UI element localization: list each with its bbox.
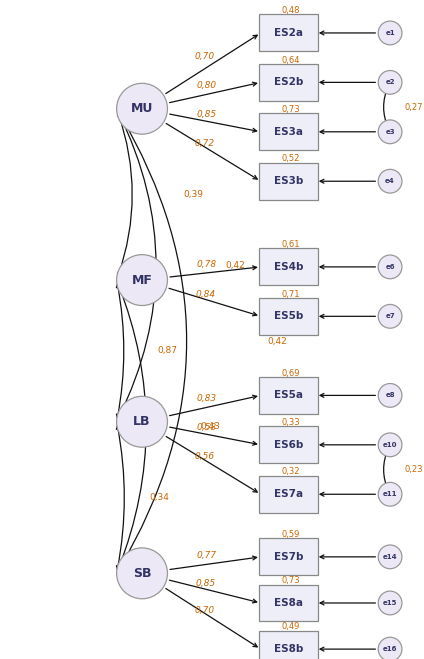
FancyBboxPatch shape (259, 163, 318, 200)
FancyArrowPatch shape (117, 284, 124, 418)
Text: 0,80: 0,80 (196, 80, 216, 90)
Text: ES2a: ES2a (274, 28, 303, 38)
Ellipse shape (378, 21, 402, 45)
Ellipse shape (378, 591, 402, 615)
Text: e16: e16 (383, 646, 397, 652)
FancyBboxPatch shape (259, 538, 318, 575)
Ellipse shape (378, 304, 402, 328)
Text: 0,85: 0,85 (196, 579, 216, 588)
FancyBboxPatch shape (259, 476, 318, 513)
FancyArrowPatch shape (117, 426, 124, 569)
FancyArrowPatch shape (118, 284, 146, 569)
FancyArrowPatch shape (384, 86, 388, 128)
Text: 0,85: 0,85 (196, 111, 216, 119)
Text: e14: e14 (383, 554, 397, 560)
Text: ES3b: ES3b (273, 176, 303, 186)
Text: 0,73: 0,73 (281, 576, 300, 585)
Text: SB: SB (133, 567, 151, 580)
Text: ES8a: ES8a (274, 598, 303, 608)
Text: 0,72: 0,72 (195, 139, 215, 148)
Text: 0,87: 0,87 (157, 347, 178, 355)
FancyBboxPatch shape (259, 585, 318, 621)
Text: 0,64: 0,64 (281, 55, 300, 65)
Text: ES6b: ES6b (273, 440, 303, 450)
Text: e3: e3 (385, 129, 395, 135)
Text: 0,78: 0,78 (196, 260, 217, 269)
FancyBboxPatch shape (259, 426, 318, 463)
Text: 0,70: 0,70 (195, 51, 215, 61)
Text: 0,52: 0,52 (281, 154, 300, 163)
Text: 0,69: 0,69 (281, 368, 300, 378)
FancyBboxPatch shape (259, 64, 318, 101)
Text: ES4b: ES4b (273, 262, 303, 272)
Text: 0,61: 0,61 (281, 240, 300, 249)
Text: 0,39: 0,39 (183, 190, 203, 199)
Text: ES8b: ES8b (273, 644, 303, 654)
Text: 0,83: 0,83 (196, 393, 216, 403)
Ellipse shape (117, 254, 167, 306)
Text: 0,34: 0,34 (149, 493, 169, 502)
Text: e8: e8 (385, 392, 395, 399)
Text: 0,73: 0,73 (281, 105, 300, 114)
FancyBboxPatch shape (259, 248, 318, 285)
Ellipse shape (117, 548, 167, 599)
Text: ES7a: ES7a (274, 489, 303, 500)
Text: 0,70: 0,70 (195, 606, 215, 615)
Text: 0,27: 0,27 (405, 103, 424, 111)
FancyBboxPatch shape (259, 377, 318, 414)
FancyArrowPatch shape (118, 113, 156, 418)
Text: 0,71: 0,71 (281, 289, 300, 299)
Text: ES5a: ES5a (274, 390, 303, 401)
Text: e1: e1 (385, 30, 395, 36)
FancyArrowPatch shape (384, 449, 388, 490)
Text: e15: e15 (383, 600, 397, 606)
Text: 0,42: 0,42 (226, 261, 245, 270)
Ellipse shape (117, 83, 167, 134)
Ellipse shape (378, 545, 402, 569)
Text: 0,42: 0,42 (268, 337, 287, 345)
Text: 0,33: 0,33 (281, 418, 300, 427)
Text: 0,48: 0,48 (281, 6, 300, 15)
Ellipse shape (378, 255, 402, 279)
Ellipse shape (378, 120, 402, 144)
FancyBboxPatch shape (259, 14, 318, 51)
Text: e10: e10 (383, 442, 397, 448)
Text: 0,59: 0,59 (281, 530, 300, 539)
Text: e11: e11 (383, 491, 397, 498)
FancyArrowPatch shape (117, 113, 132, 276)
Text: 0,84: 0,84 (196, 289, 216, 299)
Ellipse shape (378, 482, 402, 506)
Text: e4: e4 (385, 178, 395, 185)
Ellipse shape (378, 433, 402, 457)
Text: MF: MF (131, 273, 153, 287)
Ellipse shape (378, 384, 402, 407)
Text: 0,32: 0,32 (281, 467, 300, 476)
FancyBboxPatch shape (259, 113, 318, 150)
Text: ES2b: ES2b (273, 77, 303, 88)
Ellipse shape (378, 637, 402, 659)
Ellipse shape (378, 169, 402, 193)
Text: 0,56: 0,56 (195, 452, 215, 461)
Text: e6: e6 (385, 264, 395, 270)
Text: e2: e2 (385, 79, 395, 86)
Text: 0,77: 0,77 (196, 551, 216, 560)
FancyArrowPatch shape (119, 112, 187, 570)
Text: ES3a: ES3a (274, 127, 303, 137)
FancyBboxPatch shape (259, 298, 318, 335)
Text: ES7b: ES7b (273, 552, 303, 562)
Text: 0,23: 0,23 (405, 465, 424, 474)
Text: e7: e7 (385, 313, 395, 320)
Text: 0,49: 0,49 (281, 622, 300, 631)
Text: 0,43: 0,43 (200, 422, 220, 431)
Ellipse shape (117, 396, 167, 447)
Text: MU: MU (131, 102, 153, 115)
Text: 0,58: 0,58 (196, 424, 216, 432)
Text: LB: LB (133, 415, 151, 428)
Text: ES5b: ES5b (273, 311, 303, 322)
Ellipse shape (378, 71, 402, 94)
FancyBboxPatch shape (259, 631, 318, 659)
